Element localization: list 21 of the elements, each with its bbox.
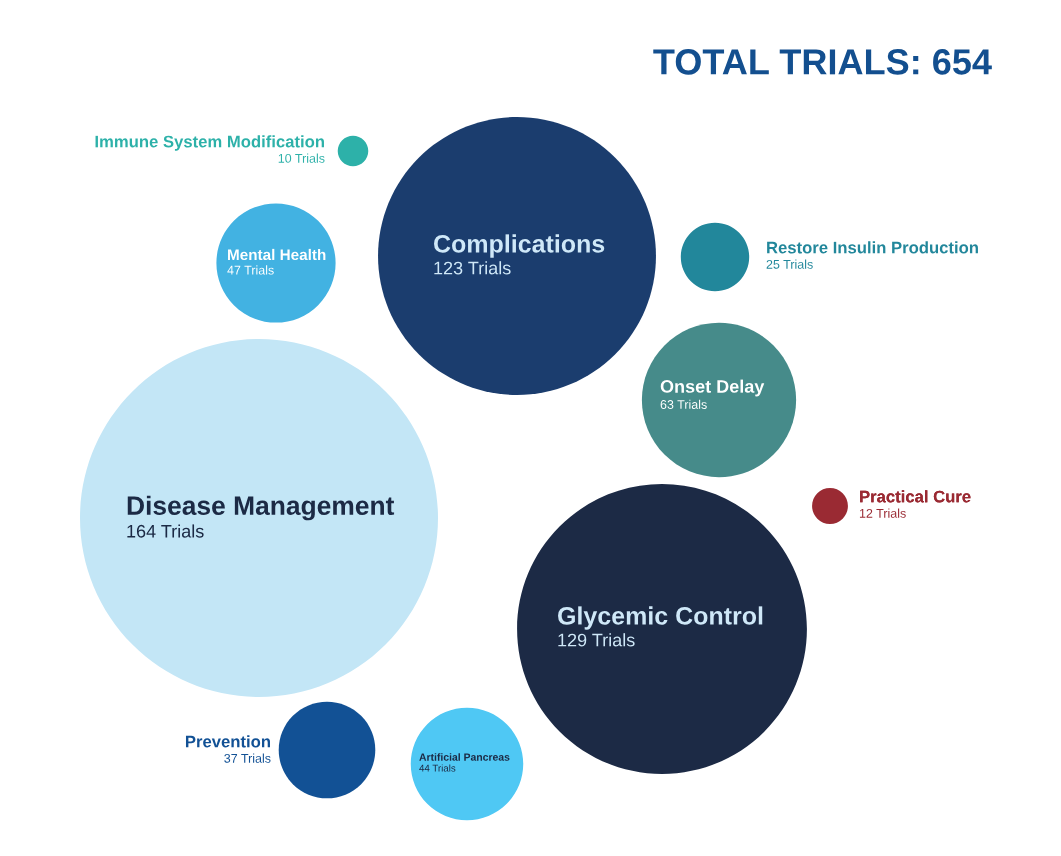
data-label: 44 Trials [419, 764, 456, 772]
category-label: Restore Insulin Production [767, 241, 978, 254]
data-label: 47 Trials [227, 265, 274, 275]
category-label: Onset Delay [660, 379, 765, 397]
data-label: 63 Trials [660, 399, 707, 409]
category-label: Complications [434, 234, 605, 258]
category-label: Disease Management [127, 495, 395, 521]
category-label: Glycemic Control [558, 606, 763, 630]
category-label: Immune System Modification [95, 135, 324, 151]
data-label: 37 Trials [224, 753, 271, 763]
text: TOTAL TRIALS: 654 [653, 49, 992, 75]
data-label: 123 Trials [434, 261, 511, 275]
category-label: Practical Cure [860, 490, 971, 503]
data-label: 129 Trials [558, 633, 635, 647]
data-label: 12 Trials [859, 508, 906, 518]
category-label: Prevention [185, 735, 270, 748]
data-label: 25 Trials [766, 259, 813, 269]
category-label: Mental Health [228, 248, 326, 261]
data-label: 10 Trials [278, 153, 325, 163]
data-label: 164 Trials [127, 524, 204, 538]
category-label: Artificial Pancreas [419, 753, 510, 761]
